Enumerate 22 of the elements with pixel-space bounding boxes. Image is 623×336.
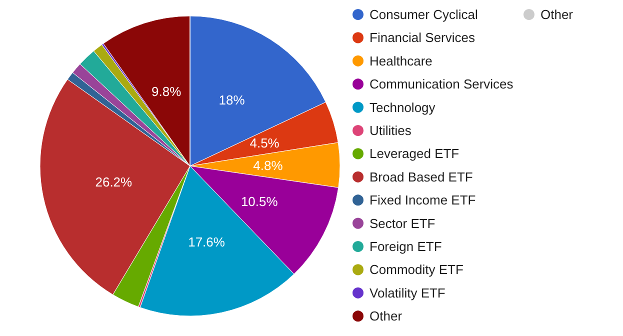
legend-label: Broad Based ETF	[370, 169, 473, 184]
legend-label: Volatility ETF	[370, 285, 446, 300]
legend-label: Sector ETF	[370, 216, 436, 231]
legend-label: Financial Services	[370, 30, 476, 46]
data-label: 10.5%	[240, 194, 278, 210]
legend-label: Technology	[370, 100, 436, 115]
legend-label: Fixed Income ETF	[370, 192, 476, 208]
data-label: 26.2%	[95, 174, 133, 190]
legend-label: Other	[540, 7, 574, 22]
data-label: 17.6%	[188, 234, 226, 250]
data-label: 4.8%	[253, 158, 284, 174]
legend-label: Leveraged ETF	[370, 146, 460, 162]
legend-label: Communication Services	[370, 76, 514, 92]
legend-label: Healthcare	[370, 53, 432, 68]
legend-label: Other	[370, 308, 403, 324]
data-label: 18%	[218, 92, 246, 108]
legend-label: Utilities	[370, 123, 412, 138]
data-label: 9.8%	[152, 84, 182, 100]
legend-label: Consumer Cyclical	[370, 7, 478, 22]
legend-label: Commodity ETF	[370, 262, 464, 278]
data-label: 4.5%	[250, 136, 280, 151]
legend-label: Foreign ETF	[370, 239, 442, 254]
